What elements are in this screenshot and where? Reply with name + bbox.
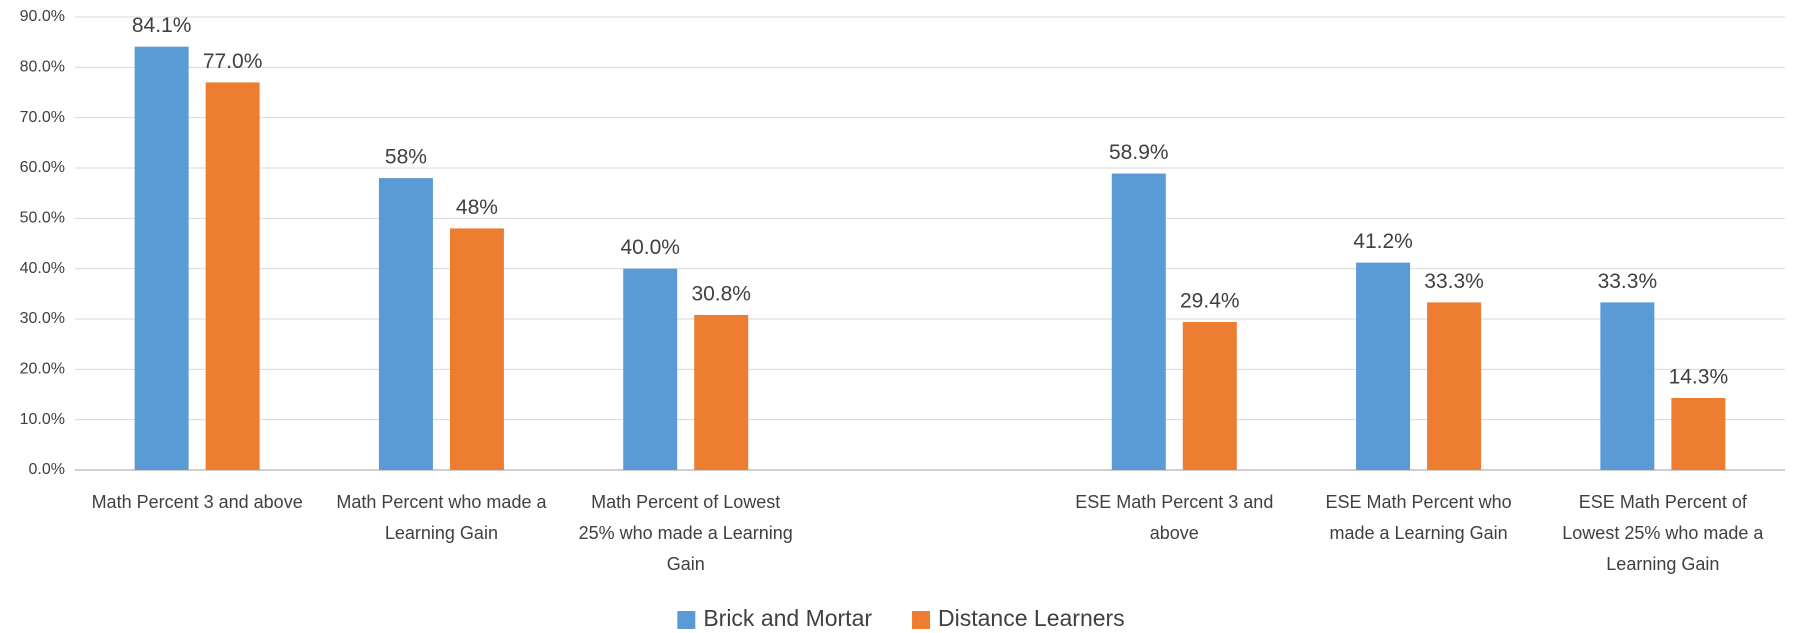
data-label: 77.0% — [203, 50, 263, 73]
legend-label: Distance Learners — [938, 605, 1125, 631]
legend-label: Brick and Mortar — [703, 605, 872, 631]
data-label: 41.2% — [1353, 230, 1413, 253]
y-tick-label: 70.0% — [20, 109, 65, 126]
data-label: 29.4% — [1180, 290, 1240, 313]
data-label: 33.3% — [1598, 270, 1658, 293]
x-tick-label: Math Percent 3 and above — [91, 492, 303, 512]
data-label: 14.3% — [1669, 366, 1729, 389]
x-tick-label: ESE Math Percent of Lowest 25% who made … — [1562, 492, 1764, 574]
bar — [1671, 398, 1726, 470]
bar — [205, 82, 260, 470]
data-label: 30.8% — [691, 283, 751, 306]
data-label: 58.9% — [1109, 141, 1169, 164]
x-tick-label: Math Percent who made a Learning Gain — [336, 492, 547, 543]
bar — [449, 228, 504, 470]
data-label: 33.3% — [1424, 270, 1484, 293]
data-label: 40.0% — [620, 236, 680, 259]
bar — [1111, 173, 1166, 470]
bar — [1182, 322, 1237, 470]
legend-swatch — [912, 611, 931, 629]
y-tick-label: 80.0% — [20, 59, 65, 76]
data-label: 48% — [456, 196, 498, 219]
y-tick-label: 0.0% — [29, 461, 65, 478]
data-label: 58% — [385, 146, 427, 169]
x-tick-label: ESE Math Percent who made a Learning Gai… — [1325, 492, 1512, 543]
bar — [378, 178, 433, 471]
y-tick-label: 10.0% — [20, 411, 65, 428]
bar — [1356, 262, 1411, 470]
y-tick-label: 60.0% — [20, 159, 65, 176]
x-tick-label: Math Percent of Lowest 25% who made a Le… — [578, 492, 793, 574]
y-tick-label: 90.0% — [20, 8, 65, 25]
y-tick-label: 50.0% — [20, 210, 65, 227]
bar — [694, 314, 749, 470]
legend-swatch — [677, 611, 696, 629]
bar — [623, 268, 678, 470]
bar — [134, 46, 189, 471]
bar — [1600, 302, 1655, 470]
data-label: 84.1% — [132, 14, 192, 37]
y-tick-label: 30.0% — [20, 310, 65, 327]
y-tick-label: 20.0% — [20, 361, 65, 378]
x-tick-label: ESE Math Percent 3 and above — [1075, 492, 1274, 543]
bar — [1427, 302, 1482, 470]
y-tick-label: 40.0% — [20, 260, 65, 277]
